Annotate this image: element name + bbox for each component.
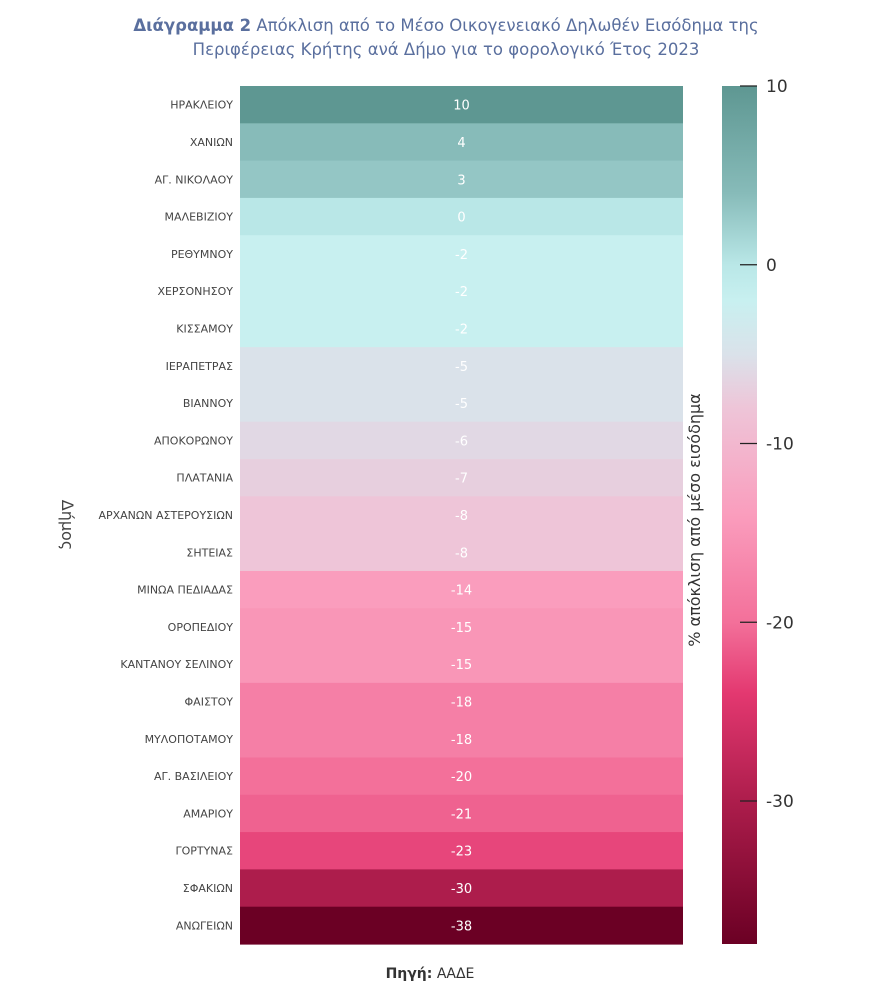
colorbar-tick-label: 10 <box>766 77 788 97</box>
row-label: ΚΙΣΣΑΜΟΥ <box>176 322 233 335</box>
value-label: -18 <box>451 733 472 748</box>
heatmap-cell <box>240 421 683 460</box>
heatmap-rows <box>240 86 683 945</box>
heatmap-cell <box>240 86 683 124</box>
colorbar-tick-label: -30 <box>766 792 794 812</box>
chart-title: Διάγραμμα 2 Απόκλιση από το Μέσο Οικογεν… <box>0 14 892 62</box>
colorbar <box>722 86 757 944</box>
row-label: ΑΓ. ΝΙΚΟΛΑΟΥ <box>155 173 234 186</box>
value-label: -8 <box>455 546 468 561</box>
heatmap-cell <box>240 608 683 647</box>
row-label: ΧΕΡΣΟΝΗΣΟΥ <box>157 285 233 298</box>
value-label: -38 <box>451 919 472 934</box>
row-label: ΑΓ. ΒΑΣΙΛΕΙΟΥ <box>154 770 233 783</box>
source-note: Πηγή: ΑΑΔΕ <box>0 966 860 982</box>
value-label: -7 <box>455 472 468 487</box>
value-label: -8 <box>455 509 468 524</box>
row-label: ΗΡΑΚΛΕΙΟΥ <box>170 99 233 112</box>
value-labels: 10 4 3 0 -2 -2 -2 -5 -5 -6 -7 -8 -8 -14 -15 -15 -18 -18 -2… <box>451 99 472 935</box>
row-label: ΣΗΤΕΙΑΣ <box>186 546 233 559</box>
heatmap-cell <box>240 309 683 348</box>
heatmap-cell <box>240 123 683 162</box>
row-label: ΧΑΝΙΩΝ <box>190 136 233 149</box>
row-label: ΦΑΙΣΤΟΥ <box>185 696 234 709</box>
heatmap-cell <box>240 645 683 684</box>
source-label: Πηγή: <box>385 966 433 982</box>
colorbar-tick-label: -20 <box>766 613 794 633</box>
value-label: -23 <box>451 845 472 860</box>
heatmap-cell <box>240 197 683 236</box>
value-label: -6 <box>455 434 468 449</box>
row-labels: ΗΡΑΚΛΕΙΟΥ ΧΑΝΙΩΝ ΑΓ. ΝΙΚΟΛΑΟΥ ΜΑΛΕΒΙΖΙΟΥ ΡΕΘ… <box>98 99 233 933</box>
heatmap-cell <box>240 869 683 908</box>
row-label: ΚΑΝΤΑΝΟΥ ΣΕΛΙΝΟΥ <box>120 658 233 671</box>
heatmap-cell <box>240 235 683 274</box>
row-label: ΑΜΑΡΙΟΥ <box>183 807 233 820</box>
row-label: ΑΝΩΓΕΙΩΝ <box>176 919 233 932</box>
row-label: ΙΕΡΑΠΕΤΡΑΣ <box>166 360 233 373</box>
value-label: -15 <box>451 621 472 636</box>
y-axis-label: Δήμος <box>58 500 77 550</box>
heatmap-cell <box>240 160 683 199</box>
value-label: 3 <box>457 173 465 188</box>
chart-title-lead: Διάγραμμα 2 <box>133 16 252 35</box>
value-label: -5 <box>455 360 468 375</box>
value-label: -18 <box>451 696 472 711</box>
row-label: ΟΡΟΠΕΔΙΟΥ <box>168 621 234 634</box>
row-label: ΜΥΛΟΠΟΤΑΜΟΥ <box>145 733 234 746</box>
colorbar-ticks: 10 0 -10 -20 -30 <box>740 77 794 812</box>
value-label: -14 <box>451 584 472 599</box>
heatmap-cell <box>240 459 683 497</box>
chart-title-line1: Απόκλιση από το Μέσο Οικογενειακό Δηλωθέ… <box>251 16 759 35</box>
row-label: ΑΠΟΚΟΡΩΝΟΥ <box>154 434 233 447</box>
heatmap-cell <box>240 832 683 870</box>
colorbar-label: % απόκλιση από μέσο εισόδημα <box>685 393 704 646</box>
heatmap-cell <box>240 384 683 423</box>
heatmap-cell <box>240 570 683 609</box>
value-label: -2 <box>455 248 468 263</box>
value-label: -30 <box>451 882 472 897</box>
row-label: ΜΑΛΕΒΙΖΙΟΥ <box>165 211 234 224</box>
value-label: -21 <box>451 807 472 822</box>
row-label: ΑΡΧΑΝΩΝ ΑΣΤΕΡΟΥΣΙΩΝ <box>98 509 233 522</box>
row-label: ΣΦΑΚΙΩΝ <box>183 882 233 895</box>
row-label: ΠΛΑΤΑΝΙΑ <box>176 472 233 485</box>
value-label: 0 <box>457 211 465 226</box>
row-label: ΓΟΡΤΥΝΑΣ <box>175 845 233 858</box>
heatmap-cell <box>240 533 683 572</box>
heatmap-cell <box>240 272 683 311</box>
chart-title-line2: Περιφέρειας Κρήτης ανά Δήμο για το φορολ… <box>192 40 700 59</box>
value-label: 10 <box>453 99 470 114</box>
row-label: ΡΕΘΥΜΝΟΥ <box>171 248 233 261</box>
heatmap-cell <box>240 347 683 386</box>
heatmap-cell <box>240 794 683 833</box>
source-value: ΑΑΔΕ <box>432 966 475 982</box>
value-label: -15 <box>451 658 472 673</box>
value-label: 4 <box>457 136 465 151</box>
value-label: -20 <box>451 770 472 785</box>
heatmap-cell <box>240 757 683 796</box>
heatmap-cell <box>240 496 683 535</box>
colorbar-tick-label: -10 <box>766 435 794 455</box>
value-label: -2 <box>455 322 468 337</box>
heatmap-cell <box>240 720 683 759</box>
value-label: -5 <box>455 397 468 412</box>
value-label: -2 <box>455 285 468 300</box>
heatmap-cell <box>240 682 683 721</box>
row-label: ΒΙΑΝΝΟΥ <box>183 397 233 410</box>
row-label: ΜΙΝΩΑ ΠΕΔΙΑΔΑΣ <box>137 584 233 597</box>
colorbar-tick-label: 0 <box>766 256 777 276</box>
heatmap-cell <box>240 906 683 945</box>
